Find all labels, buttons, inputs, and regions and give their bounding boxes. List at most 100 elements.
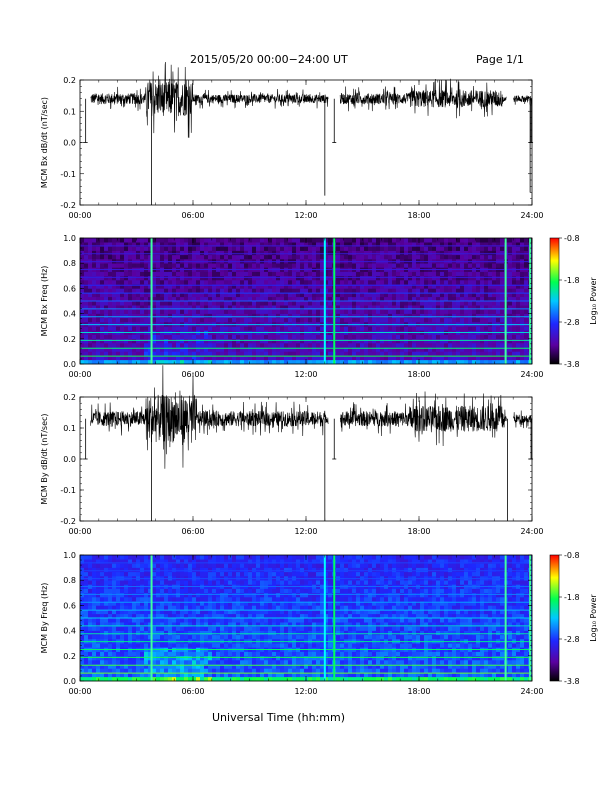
- heatmap-cell: [452, 296, 457, 302]
- heatmap-cell: [156, 664, 161, 669]
- heatmap-cell: [204, 676, 209, 682]
- heatmap-cell: [296, 301, 301, 306]
- heatmap-cell: [256, 359, 261, 365]
- heatmap-cell: [152, 275, 157, 281]
- heatmap-cell: [128, 271, 133, 277]
- heatmap-cell: [276, 292, 281, 298]
- heatmap-cell: [108, 597, 113, 602]
- heatmap-cell: [128, 301, 133, 306]
- heatmap-cell: [484, 250, 489, 256]
- heatmap-cell: [220, 280, 225, 285]
- heatmap-cell: [232, 597, 237, 602]
- heatmap-cell: [80, 305, 85, 310]
- heatmap-cell: [516, 326, 521, 331]
- heatmap-cell: [432, 250, 437, 256]
- heatmap-cell: [244, 326, 249, 331]
- y-tick-label: 0.2: [63, 76, 76, 85]
- heatmap-cell: [224, 238, 229, 243]
- heatmap-cell: [92, 301, 97, 306]
- heatmap-cell: [124, 571, 129, 577]
- heatmap-cell: [108, 651, 113, 657]
- heatmap-cell: [128, 559, 133, 564]
- heatmap-cell: [140, 643, 145, 648]
- heatmap-cell: [104, 301, 109, 306]
- heatmap-cell: [192, 592, 197, 598]
- heatmap-cell: [312, 238, 317, 243]
- heatmap-cell: [308, 309, 313, 314]
- heatmap-cell: [224, 630, 229, 636]
- heatmap-cell: [212, 613, 217, 619]
- heatmap-cell: [88, 246, 93, 251]
- heatmap-cell: [360, 246, 365, 251]
- heatmap-cell: [224, 250, 229, 256]
- heatmap-cell: [96, 634, 101, 640]
- heatmap-cell: [348, 246, 353, 251]
- heatmap-cell: [484, 355, 489, 361]
- heatmap-cell: [144, 242, 149, 247]
- heatmap-cell: [468, 250, 473, 256]
- heatmap-cell: [136, 668, 141, 673]
- colorbar-tick-label: -2.8: [564, 318, 580, 327]
- heatmap-cell: [444, 275, 449, 281]
- heatmap-cell: [188, 343, 193, 348]
- heatmap-cell: [80, 676, 85, 682]
- heatmap-cell: [412, 355, 417, 361]
- heatmap-cell: [500, 246, 505, 251]
- heatmap-cell: [152, 254, 157, 260]
- heatmap-cell: [108, 242, 113, 247]
- heatmap-cell: [264, 238, 269, 243]
- heatmap-cell: [148, 672, 153, 678]
- heatmap-cell: [424, 288, 429, 293]
- heatmap-cell: [108, 655, 113, 661]
- heatmap-cell: [272, 292, 277, 298]
- heatmap-cell: [392, 254, 397, 260]
- heatmap-cell: [84, 271, 89, 277]
- heatmap-cell: [100, 246, 105, 251]
- heatmap-cell: [372, 326, 377, 331]
- heatmap-cell: [436, 359, 441, 365]
- heatmap-cell: [356, 317, 361, 323]
- heatmap-cell: [316, 338, 321, 344]
- heatmap-cell: [108, 571, 113, 577]
- heatmap-cell: [184, 592, 189, 598]
- heatmap-cell: [476, 263, 481, 268]
- heatmap-cell: [220, 609, 225, 615]
- heatmap-cell: [448, 317, 453, 323]
- heatmap-cell: [128, 592, 133, 598]
- heatmap-cell: [96, 242, 101, 247]
- heatmap-cell: [228, 254, 233, 260]
- heatmap-cell: [104, 271, 109, 277]
- heatmap-cell: [108, 664, 113, 669]
- heatmap-cell: [384, 317, 389, 323]
- heatmap-cell: [84, 618, 89, 623]
- heatmap-cell: [412, 250, 417, 256]
- heatmap-cell: [392, 326, 397, 331]
- heatmap-cell: [184, 630, 189, 636]
- heatmap-cell: [468, 347, 473, 352]
- heatmap-cell: [244, 246, 249, 251]
- heatmap-cell: [116, 605, 121, 610]
- heatmap-cell: [92, 588, 97, 594]
- heatmap-cell: [80, 567, 85, 573]
- heatmap-cell: [376, 334, 381, 340]
- heatmap-cell: [320, 254, 325, 260]
- heatmap-cell: [524, 271, 529, 277]
- heatmap-cell: [132, 567, 137, 573]
- heatmap-cell: [340, 359, 345, 365]
- heatmap-cell: [124, 296, 129, 302]
- heatmap-cell: [108, 263, 113, 268]
- heatmap-cell: [512, 309, 517, 314]
- heatmap-cell: [212, 668, 217, 673]
- heatmap-cell: [80, 630, 85, 636]
- heatmap-cell: [460, 242, 465, 247]
- heatmap-cell: [352, 338, 357, 344]
- heatmap-cell: [100, 313, 105, 319]
- heatmap-cell: [352, 343, 357, 348]
- heatmap-cell: [128, 580, 133, 585]
- heatmap-cell: [224, 359, 229, 365]
- heatmap-cell: [512, 242, 517, 247]
- heatmap-cell: [112, 555, 117, 560]
- heatmap-cell: [456, 359, 461, 365]
- heatmap-cell: [240, 351, 245, 356]
- heatmap-cell: [488, 309, 493, 314]
